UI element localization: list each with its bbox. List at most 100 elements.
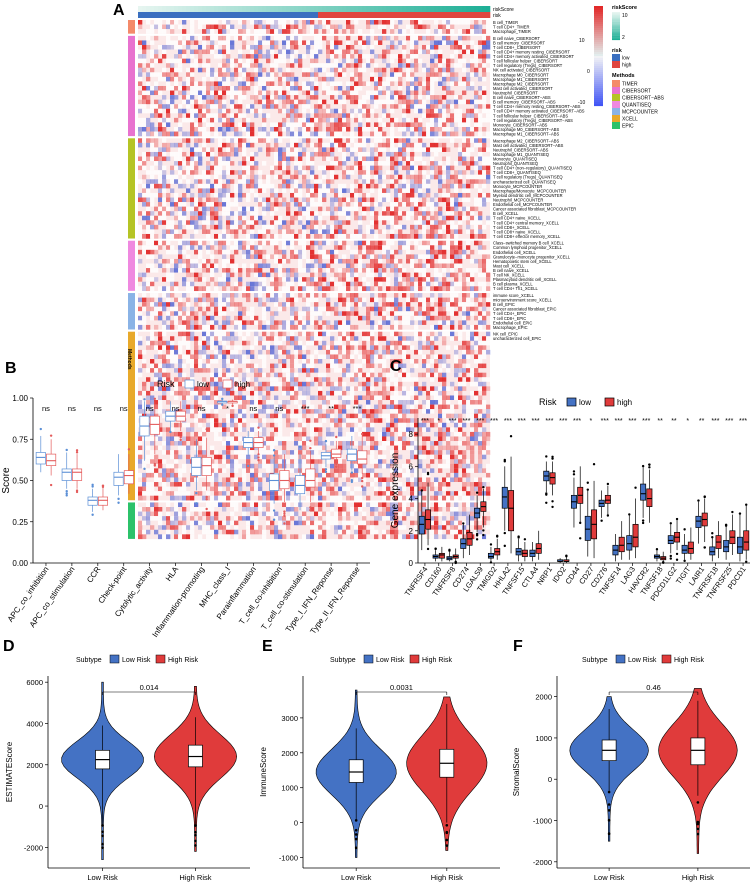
heatmap-cell: [334, 225, 338, 230]
heatmap-cell: [218, 157, 222, 162]
heatmap-cell: [142, 286, 146, 291]
heatmap-cell: [302, 282, 306, 287]
method-bar: [128, 293, 135, 329]
heatmap-cell: [326, 298, 330, 303]
heatmap-cell: [214, 282, 218, 287]
riskscore-cell: [398, 6, 402, 12]
heatmap-cell: [354, 268, 358, 273]
heatmap-cell: [226, 152, 230, 157]
heatmap-cell: [442, 225, 446, 230]
heatmap-cell: [262, 198, 266, 203]
heatmap-cell: [382, 298, 386, 303]
heatmap-cell: [222, 188, 226, 193]
heatmap-cell: [410, 104, 414, 109]
heatmap-cell: [390, 229, 394, 234]
heatmap-cell: [190, 245, 194, 250]
heatmap-cell: [402, 293, 406, 298]
heatmap-cell: [410, 286, 414, 291]
heatmap-cell: [158, 161, 162, 166]
heatmap-cell: [146, 368, 150, 373]
heatmap-cell: [346, 373, 350, 378]
heatmap-cell: [334, 245, 338, 250]
heatmap-cell: [282, 170, 286, 175]
heatmap-cell: [234, 345, 238, 350]
heatmap-cell: [482, 184, 486, 189]
heatmap-cell: [402, 152, 406, 157]
heatmap-cell: [390, 341, 394, 346]
heatmap-cell: [314, 113, 318, 118]
heatmap-cell: [410, 188, 414, 193]
heatmap-cell: [262, 86, 266, 91]
heatmap-cell: [354, 273, 358, 278]
heatmap-cell: [482, 59, 486, 64]
heatmap-cell: [362, 332, 366, 337]
heatmap-cell: [366, 311, 370, 316]
heatmap-cell: [170, 40, 174, 45]
heatmap-cell: [394, 332, 398, 337]
heatmap-cell: [230, 25, 234, 30]
heatmap-cell: [402, 198, 406, 203]
heatmap-cell: [342, 72, 346, 77]
heatmap-cell: [402, 109, 406, 114]
heatmap-cell: [342, 127, 346, 132]
heatmap-cell: [138, 91, 142, 96]
heatmap-cell: [222, 109, 226, 114]
heatmap-cell: [274, 234, 278, 239]
heatmap-cell: [138, 241, 142, 246]
heatmap-cell: [338, 63, 342, 68]
heatmap-cell: [186, 325, 190, 330]
heatmap-cell: [446, 25, 450, 30]
heatmap-cell: [194, 170, 198, 175]
heatmap-cell: [418, 184, 422, 189]
heatmap-cell: [446, 316, 450, 321]
heatmap-cell: [434, 282, 438, 287]
heatmap-cell: [342, 143, 346, 148]
heatmap-cell: [254, 211, 258, 216]
heatmap-cell: [222, 316, 226, 321]
heatmap-cell: [150, 307, 154, 312]
heatmap-cell: [442, 36, 446, 41]
heatmap-cell: [406, 36, 410, 41]
heatmap-cell: [342, 345, 346, 350]
heatmap-cell: [446, 241, 450, 246]
heatmap-cell: [486, 132, 490, 137]
heatmap-cell: [302, 245, 306, 250]
heatmap-cell: [194, 81, 198, 86]
heatmap-cell: [402, 268, 406, 273]
risk-cell: [226, 12, 230, 18]
heatmap-cell: [402, 286, 406, 291]
heatmap-cell: [230, 364, 234, 369]
heatmap-cell: [450, 211, 454, 216]
heatmap-cell: [330, 345, 334, 350]
heatmap-cell: [210, 77, 214, 82]
heatmap-cell: [406, 95, 410, 100]
heatmap-cell: [346, 25, 350, 30]
heatmap-cell: [342, 54, 346, 59]
heatmap-cell: [406, 143, 410, 148]
heatmap-cell: [358, 81, 362, 86]
heatmap-cell: [166, 354, 170, 359]
heatmap-cell: [150, 198, 154, 203]
heatmap-cell: [458, 250, 462, 255]
heatmap-cell: [190, 157, 194, 162]
heatmap-cell: [290, 364, 294, 369]
heatmap-cell: [350, 193, 354, 198]
heatmap-cell: [318, 20, 322, 25]
heatmap-cell: [230, 138, 234, 143]
heatmap-cell: [278, 68, 282, 73]
heatmap-cell: [446, 127, 450, 132]
heatmap-cell: [446, 298, 450, 303]
heatmap-cell: [458, 45, 462, 50]
heatmap-cell: [402, 354, 406, 359]
heatmap-cell: [222, 211, 226, 216]
heatmap-cell: [174, 216, 178, 221]
heatmap-cell: [466, 122, 470, 127]
heatmap-cell: [430, 132, 434, 137]
heatmap-cell: [482, 68, 486, 73]
heatmap-cell: [386, 152, 390, 157]
heatmap-cell: [290, 234, 294, 239]
heatmap-cell: [446, 264, 450, 269]
heatmap-cell: [254, 29, 258, 34]
heatmap-cell: [450, 166, 454, 171]
heatmap-cell: [442, 359, 446, 364]
